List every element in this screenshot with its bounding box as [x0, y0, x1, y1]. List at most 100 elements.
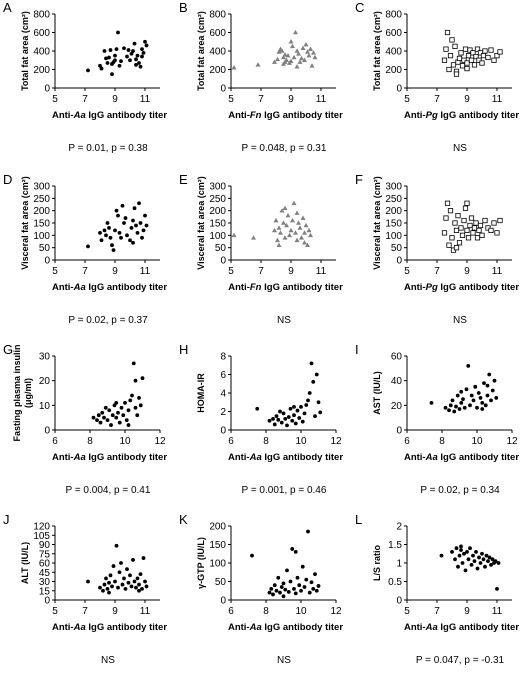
data-point [128, 238, 132, 243]
data-point [113, 53, 117, 58]
data-point [466, 557, 471, 562]
data-point [491, 57, 497, 63]
data-point [297, 225, 303, 230]
data-point [453, 245, 460, 251]
data-point [132, 41, 137, 46]
data-point [281, 594, 286, 599]
data-point [113, 58, 117, 63]
data-point [105, 418, 110, 423]
panel-F: F 0 50 100 150 200 250 300 5 7 9 11 Anti-Pg IgG anti… [352, 172, 528, 344]
data-point [274, 588, 279, 593]
data-point [302, 57, 307, 63]
stat-text: P = 0.004, p = 0.41 [65, 485, 151, 496]
x-tick-label: 6 [228, 606, 234, 617]
data-point [144, 584, 149, 589]
data-point [104, 233, 108, 238]
data-point [479, 232, 485, 238]
data-point [471, 225, 478, 231]
panel-J: J 0 15 30 45 60 75 90 105 120 5 7 9 11 Anti-Aa IgG ant… [0, 512, 176, 684]
data-point [454, 404, 458, 409]
data-point [447, 408, 451, 413]
data-point [478, 561, 483, 565]
data-point [140, 47, 144, 52]
data-point [144, 43, 149, 48]
data-point [446, 66, 452, 73]
y-tick-label: 50 [391, 243, 403, 254]
scatter-plot-I: 0 20 40 60 6 8 10 12 Anti-Aa IgG antibody titer A… [372, 352, 519, 464]
x-tick-label: 5 [404, 606, 410, 617]
data-point [299, 55, 304, 61]
x-axis-label: Anti-Aa IgG antibody titer [52, 622, 167, 633]
data-point [140, 587, 144, 591]
data-point [456, 240, 463, 246]
data-point [135, 413, 140, 418]
data-point [126, 48, 131, 52]
x-axis-label: Anti-Aa IgG antibody titer [228, 622, 343, 633]
stat-text: P = 0.02, p = 0.37 [68, 315, 148, 326]
data-point [276, 225, 282, 230]
data-point [123, 587, 128, 591]
data-point [122, 576, 126, 581]
data-point [296, 51, 301, 56]
x-tick-label: 8 [263, 436, 269, 447]
data-point [290, 418, 295, 423]
data-point [128, 398, 133, 403]
stat-text: P = 0.01, p = 0.38 [68, 143, 148, 154]
x-tick-label: 5 [52, 606, 58, 617]
data-point [443, 215, 449, 221]
data-point [447, 53, 454, 59]
data-point [279, 48, 285, 53]
panel-letter: D [3, 172, 13, 187]
y-tick-label: 50 [215, 577, 227, 588]
data-point [102, 228, 107, 233]
data-point [143, 579, 147, 584]
data-point [453, 227, 460, 234]
data-point [496, 561, 501, 565]
y-tick-label: 120 [33, 522, 50, 533]
data-point [114, 543, 119, 548]
data-point [306, 529, 310, 534]
y-tick-label: 30 [39, 577, 51, 588]
data-point [125, 54, 129, 59]
data-point [132, 579, 137, 584]
data-point [446, 242, 452, 248]
data-point [456, 564, 460, 569]
data-point [293, 591, 298, 596]
data-point [290, 217, 295, 223]
y-tick-label: 40 [391, 376, 403, 387]
data-point [98, 230, 102, 235]
data-point [299, 235, 304, 240]
data-point [313, 414, 317, 419]
x-tick-label: 8 [439, 436, 445, 447]
x-tick-label: 7 [82, 606, 88, 617]
data-point [459, 232, 466, 238]
data-point [292, 587, 296, 591]
panel-letter: B [179, 0, 188, 15]
data-point [291, 200, 297, 206]
data-point [138, 64, 143, 69]
data-point [291, 54, 297, 60]
y-axis-label: Visceral fat area (cm²) [372, 176, 382, 269]
y-tick-label: 20 [39, 376, 51, 387]
data-point [459, 63, 466, 69]
data-point [278, 590, 282, 595]
data-point [283, 587, 288, 592]
data-point [493, 559, 498, 564]
data-point [456, 55, 463, 62]
data-point [116, 213, 120, 218]
data-point [485, 383, 490, 388]
data-point [495, 587, 499, 591]
data-point [463, 568, 468, 573]
x-axis-label: Anti-Pg IgG antibody titer [404, 282, 519, 293]
panel-D: D 0 50 100 150 200 250 300 5 7 9 11 Anti-Aa IgG anti… [0, 172, 176, 344]
data-point [123, 216, 128, 220]
stat-text: NS [453, 143, 467, 154]
data-point [467, 222, 473, 229]
data-point [465, 53, 472, 59]
y-tick-label: 1 [396, 559, 402, 570]
data-point [134, 62, 138, 67]
data-point [272, 59, 277, 64]
y-tick-label: 45 [39, 568, 51, 579]
panel-K: K 0 50 100 150 200 6 8 10 12 Anti-Aa IgG antibody … [176, 512, 352, 684]
data-point [474, 46, 481, 52]
